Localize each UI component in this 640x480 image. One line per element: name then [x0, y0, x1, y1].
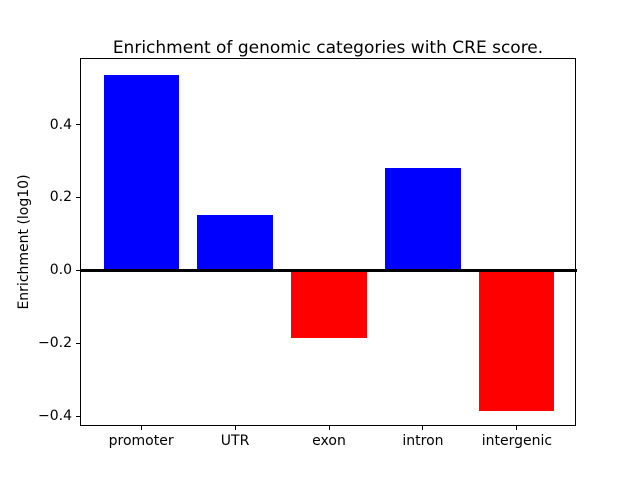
y-tick-mark: [76, 196, 80, 198]
y-tick-mark: [76, 269, 80, 271]
x-tick-label-intron: intron: [402, 433, 444, 449]
bar-intergenic: [479, 270, 555, 412]
y-tick-mark: [76, 415, 80, 417]
y-tick-label: 0.4: [49, 116, 72, 133]
y-axis-label: Enrichment (log10): [16, 174, 32, 310]
bar-UTR: [197, 215, 273, 271]
x-tick-label-intergenic: intergenic: [481, 433, 553, 449]
x-tick-label-exon: exon: [312, 433, 346, 449]
y-tick-mark: [76, 342, 80, 344]
y-tick-label: 0.0: [49, 262, 72, 279]
x-tick-mark: [328, 426, 330, 430]
y-tick-label: 0.2: [49, 189, 72, 206]
bar-exon: [291, 270, 367, 339]
bar-promoter: [103, 75, 179, 271]
chart-title: Enrichment of genomic categories with CR…: [112, 38, 544, 58]
x-tick-mark: [140, 426, 142, 430]
bar-intron: [385, 167, 461, 271]
y-tick-label: −0.4: [38, 408, 72, 425]
zero-line: [81, 268, 577, 272]
plot-area: 0.4 0.2 0.0 −0.2 −0.4 promoter UTR exon intron in…: [38, 58, 577, 449]
y-tick-label: −0.2: [38, 335, 72, 352]
x-tick-mark: [422, 426, 424, 430]
x-tick-mark: [516, 426, 518, 430]
x-tick-label-UTR: UTR: [220, 433, 250, 449]
x-tick-label-promoter: promoter: [108, 433, 174, 449]
x-tick-mark: [234, 426, 236, 430]
y-tick-mark: [76, 124, 80, 126]
